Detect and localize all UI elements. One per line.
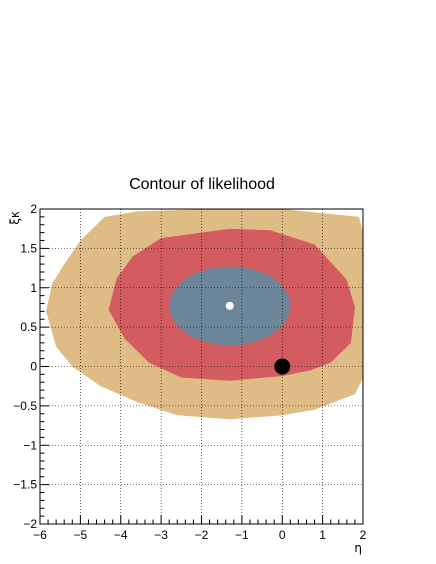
y-tick-label: 1: [30, 281, 37, 295]
x-tick-label: 2: [360, 528, 367, 542]
y-tick-labels: −2 −1.5 −1 −0.5 0 0.5 1 1.5 2: [13, 202, 37, 531]
x-tick-label: −5: [74, 528, 88, 542]
reference-marker: [274, 358, 291, 375]
y-tick-label: −1.5: [13, 478, 37, 492]
x-axis-label: η: [354, 541, 362, 555]
y-axis-label: ξκ: [8, 211, 22, 225]
y-tick-label: 0.5: [20, 320, 37, 334]
y-tick-label: 1.5: [20, 241, 37, 255]
y-tick-label: −2: [23, 517, 37, 531]
x-tick-labels: −6 −5 −4 −3 −2 −1 0 1 2: [33, 528, 367, 542]
x-tick-label: 0: [279, 528, 286, 542]
best-fit-marker: [225, 301, 234, 310]
x-tick-label: −3: [154, 528, 168, 542]
chart-title: Contour of likelihood: [129, 176, 275, 193]
contour-regions: [46, 209, 363, 420]
markers: [225, 301, 291, 375]
x-tick-label: −4: [114, 528, 128, 542]
y-tick-label: 2: [30, 202, 37, 216]
x-tick-label: −2: [195, 528, 209, 542]
y-tick-label: −0.5: [13, 399, 37, 413]
axis-ticks: [39, 208, 364, 525]
x-tick-label: 1: [319, 528, 326, 542]
y-tick-label: 0: [30, 360, 37, 374]
x-tick-label: −6: [33, 528, 47, 542]
x-tick-label: −1: [235, 528, 249, 542]
y-tick-label: −1: [23, 438, 37, 452]
